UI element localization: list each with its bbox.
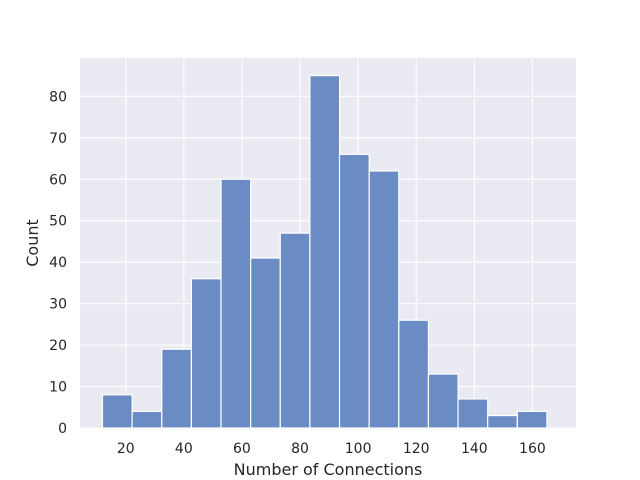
histogram-bar (309, 75, 341, 429)
x-tick-label: 120 (403, 441, 430, 457)
x-tick-label: 80 (291, 441, 309, 457)
y-tick-label: 40 (49, 255, 67, 271)
y-tick-label: 70 (49, 131, 67, 147)
histogram-bar (338, 153, 370, 429)
x-tick-label: 60 (233, 441, 251, 457)
x-tick-label: 20 (117, 441, 135, 457)
y-tick-label: 20 (49, 338, 67, 354)
histogram-bar (368, 170, 400, 429)
histogram-bar (516, 410, 548, 429)
x-tick-label: 100 (345, 441, 372, 457)
y-axis-ticks: 0 10 20 30 40 50 60 70 80 (49, 89, 67, 437)
y-tick-label: 10 (49, 380, 67, 396)
x-axis-ticks: 20 40 60 80 100 120 140 160 (117, 441, 546, 457)
x-tick-label: 40 (175, 441, 193, 457)
histogram-bars (101, 75, 548, 429)
y-tick-label: 50 (49, 214, 67, 230)
histogram-bar (427, 373, 459, 429)
histogram-bar (250, 257, 281, 429)
histogram-bar (487, 414, 518, 429)
histogram-bar (161, 348, 193, 429)
x-tick-label: 160 (519, 441, 546, 457)
histogram-bar (398, 319, 430, 429)
histogram-bar (190, 278, 222, 429)
y-axis-label: Count (23, 219, 42, 267)
histogram-bar (220, 178, 252, 429)
y-tick-label: 60 (49, 172, 67, 188)
x-axis-label: Number of Connections (234, 460, 423, 479)
histogram-bar (101, 394, 133, 429)
histogram-bar (457, 398, 489, 429)
histogram-bar (279, 232, 311, 429)
x-tick-label: 140 (461, 441, 488, 457)
y-tick-label: 30 (49, 297, 67, 313)
y-tick-label: 0 (58, 421, 67, 437)
histogram-bar (131, 410, 163, 429)
y-tick-label: 80 (49, 89, 67, 105)
